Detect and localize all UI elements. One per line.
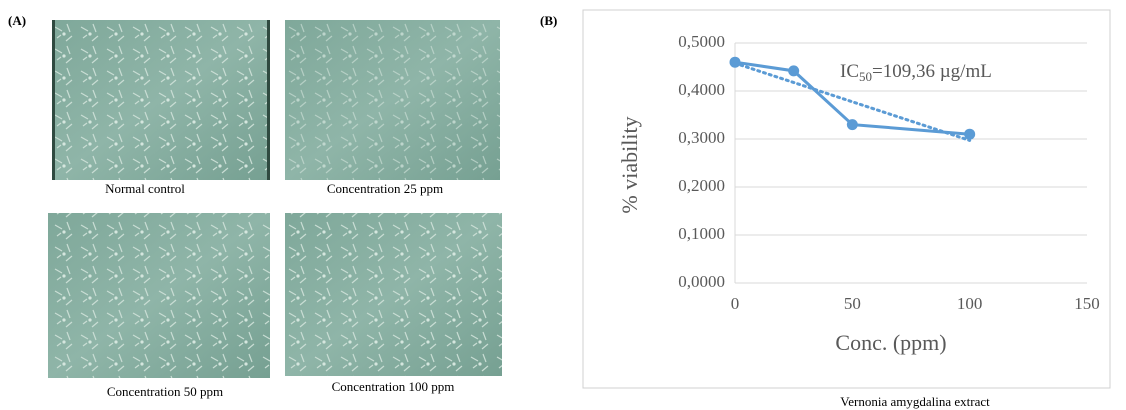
x-tick-label: 50: [844, 294, 861, 313]
y-tick-label: 0,3000: [678, 128, 725, 147]
y-tick-label: 0,4000: [678, 80, 725, 99]
x-axis-label: Conc. (ppm): [835, 330, 946, 355]
annotation-rest: =109,36 µg/mL: [872, 61, 992, 82]
image-edge: [267, 20, 270, 180]
micrograph-cells: [52, 20, 270, 180]
point: [788, 65, 800, 77]
image-caption: Concentration 50 ppm: [107, 384, 223, 399]
line: [734, 60, 970, 136]
chart: 0,0000 0,1000 0,2000 0,3000 0,4000 0,5000 0 50 1…: [617, 32, 1100, 355]
micrograph-cells: [285, 213, 502, 376]
annotation-sub: 50: [859, 69, 872, 84]
y-axis-label: % viability: [617, 116, 642, 213]
micrographs: [48, 20, 502, 378]
point: [964, 128, 976, 140]
micrograph-cells: [285, 20, 500, 180]
image-caption: Normal control: [105, 181, 185, 196]
point: [846, 119, 858, 131]
image-caption: Concentration 25 ppm: [327, 181, 443, 196]
y-tick-label: 0,0000: [678, 272, 725, 291]
y-tick-label: 0,1000: [678, 224, 725, 243]
point: [729, 56, 741, 68]
image-edge: [52, 20, 55, 180]
panel-label: (B): [540, 13, 557, 28]
x-tick-label: 0: [731, 294, 740, 313]
chart-caption: Vernonia amygdalina extract: [840, 394, 990, 409]
image-caption: Concentration 100 ppm: [332, 379, 455, 394]
y-tick-label: 0,5000: [678, 32, 725, 51]
trendline: [733, 61, 972, 142]
panel-label: (A): [8, 13, 26, 28]
annotation: IC50=109,36 µg/mL: [840, 61, 992, 84]
annotation-main: IC: [840, 61, 859, 82]
micrograph-cells: [48, 213, 270, 378]
x-tick-label: 150: [1074, 294, 1100, 313]
chart-frame: [582, 9, 1111, 389]
x-tick-label: 100: [957, 294, 983, 313]
y-tick-label: 0,2000: [678, 176, 725, 195]
